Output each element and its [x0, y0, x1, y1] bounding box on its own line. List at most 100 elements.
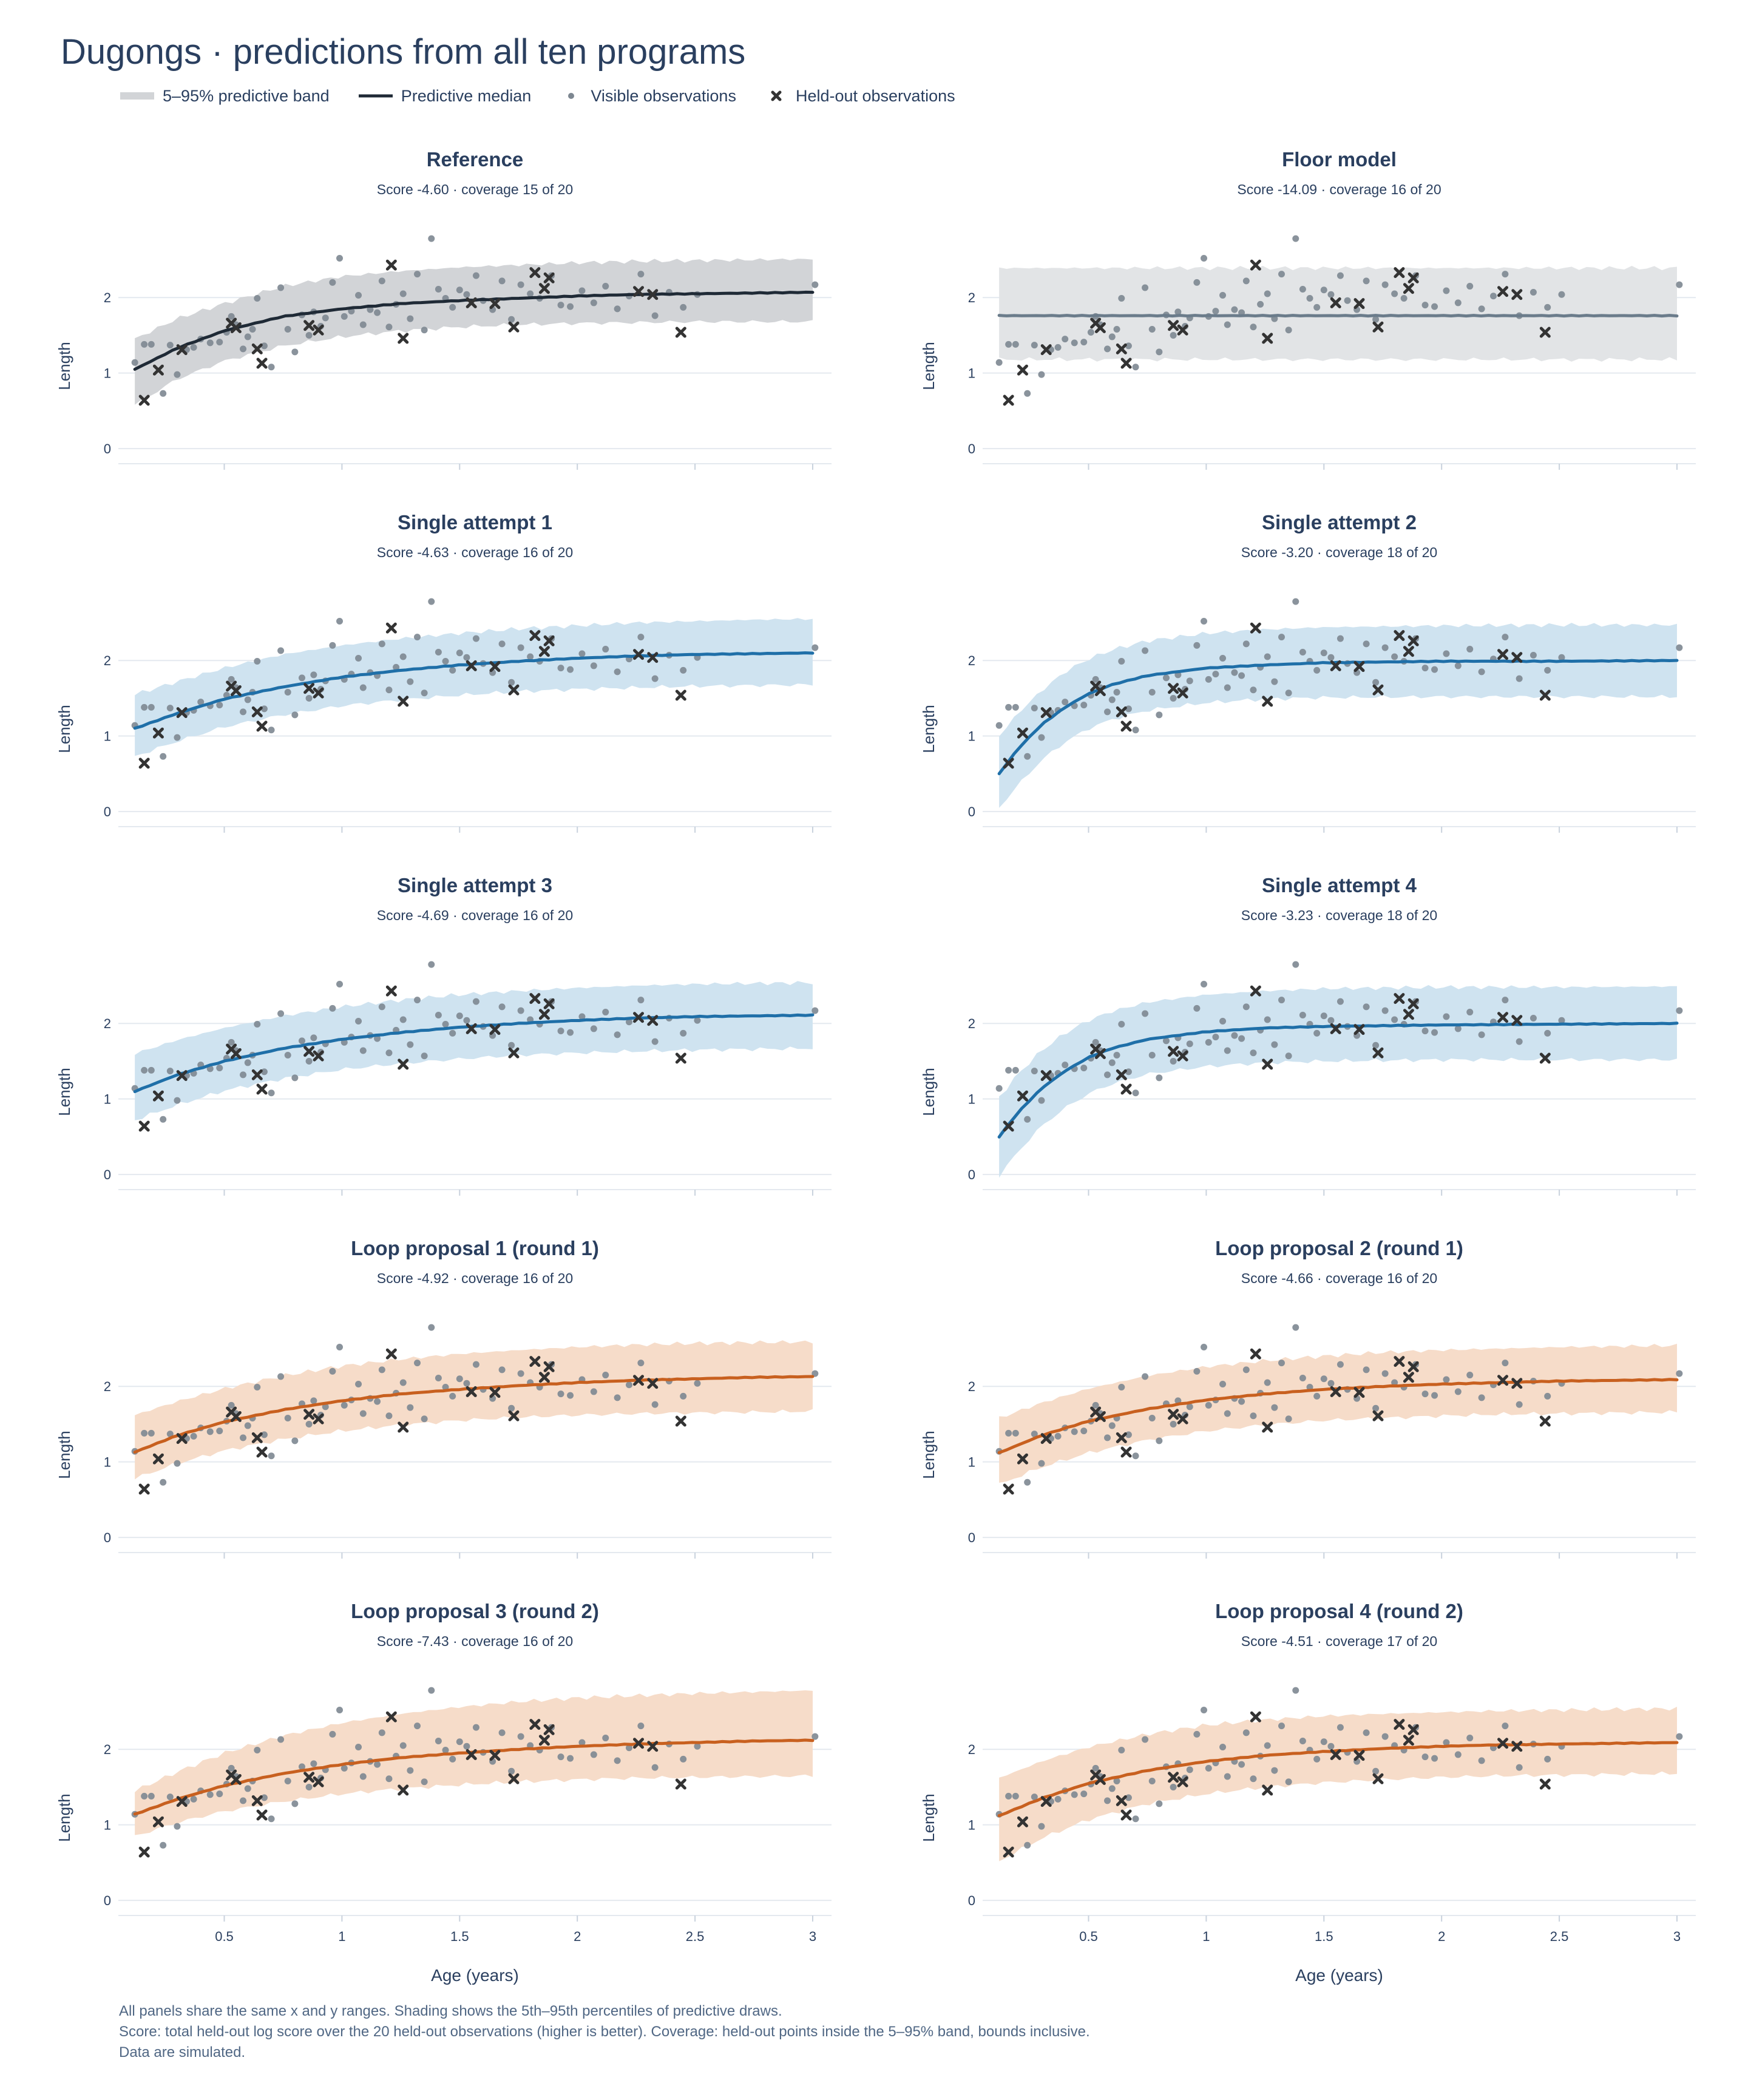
heldout-point — [1372, 321, 1384, 333]
visible-point — [456, 1375, 463, 1383]
visible-point — [1031, 1068, 1038, 1075]
visible-point — [1544, 303, 1551, 311]
visible-point — [1092, 1038, 1099, 1046]
heldout-point — [1003, 1846, 1014, 1858]
visible-point — [1313, 666, 1321, 674]
heldout-point — [1408, 272, 1419, 283]
visible-point — [1381, 281, 1389, 288]
legend-item-heldout[interactable]: Held-out observations — [764, 87, 955, 106]
visible-point — [244, 696, 251, 703]
visible-point — [1381, 1370, 1389, 1377]
panel-title: Reference — [427, 148, 524, 171]
visible-point — [1320, 1012, 1327, 1020]
visible-point — [174, 1097, 181, 1104]
visible-point — [1219, 1743, 1227, 1750]
visible-point — [1092, 1401, 1099, 1409]
visible-point — [1104, 345, 1111, 353]
heldout-point — [256, 720, 268, 732]
x-tick-label: 0.5 — [215, 1929, 234, 1944]
heldout-point — [489, 1750, 501, 1761]
visible-point — [1544, 1755, 1551, 1763]
visible-point — [1271, 1041, 1278, 1048]
legend-item-median[interactable]: Predictive median — [357, 87, 531, 106]
legend-item-visible[interactable]: Visible observations — [559, 87, 736, 106]
y-tick-label: 1 — [968, 1092, 975, 1107]
predictive-band — [999, 1706, 1677, 1861]
visible-point — [197, 699, 205, 706]
y-tick-label: 0 — [968, 1167, 975, 1182]
visible-point — [1142, 647, 1149, 654]
heldout-point — [1394, 993, 1405, 1004]
y-tick-label: 0 — [104, 1167, 111, 1182]
visible-point — [1224, 1047, 1231, 1054]
visible-point — [1012, 340, 1019, 348]
y-axis-label: Length — [920, 1068, 938, 1116]
visible-point — [1118, 1020, 1125, 1028]
visible-point — [1062, 336, 1069, 343]
visible-point — [340, 1401, 348, 1409]
visible-point — [435, 1375, 442, 1382]
visible-point — [374, 1398, 381, 1405]
heldout-point — [1120, 357, 1132, 369]
visible-point — [1344, 297, 1351, 304]
y-tick-label: 0 — [104, 441, 111, 456]
visible-point — [1285, 1415, 1292, 1423]
visible-point — [508, 1042, 515, 1049]
visible-point — [1502, 1360, 1509, 1367]
visible-point — [637, 1722, 645, 1730]
visible-point — [355, 654, 362, 662]
heldout-point — [1262, 696, 1273, 707]
heldout-point — [1330, 1749, 1341, 1760]
visible-point — [1219, 654, 1227, 662]
visible-point — [680, 1755, 687, 1763]
heldout-point — [647, 1015, 659, 1026]
visible-point — [1201, 618, 1208, 625]
heldout-point — [1177, 1776, 1188, 1787]
heldout-point — [1116, 343, 1127, 354]
visible-point — [240, 1797, 247, 1804]
visible-point — [260, 1794, 268, 1801]
visible-point — [291, 1800, 299, 1807]
predictive-band — [999, 1344, 1677, 1483]
visible-point — [1118, 294, 1125, 302]
visible-point — [1443, 287, 1450, 294]
visible-point — [1421, 302, 1429, 309]
heldout-point — [385, 622, 397, 634]
visible-point — [141, 340, 148, 348]
visible-point — [428, 1324, 435, 1331]
visible-point — [421, 1778, 428, 1786]
visible-point — [1264, 653, 1271, 660]
heldout-point — [385, 1348, 397, 1360]
visible-point — [284, 688, 291, 696]
visible-point — [442, 1020, 449, 1028]
visible-point — [340, 1764, 348, 1772]
visible-point — [626, 1744, 633, 1752]
predictive-band — [135, 981, 813, 1120]
visible-point — [1466, 1372, 1474, 1379]
heldout-point — [1330, 297, 1341, 308]
visible-point — [174, 734, 181, 741]
visible-point — [1443, 1376, 1450, 1383]
panel-subtitle: Score -4.92 · coverage 16 of 20 — [377, 1270, 573, 1286]
x-tick-label: 1.5 — [450, 1929, 469, 1944]
visible-point — [1391, 1016, 1398, 1023]
heldout-point — [256, 357, 268, 369]
heldout-point — [1177, 1413, 1188, 1424]
heldout-point — [1250, 622, 1261, 634]
visible-point — [160, 1478, 167, 1486]
legend-item-band[interactable]: 5–95% predictive band — [119, 87, 330, 106]
visible-point — [1250, 323, 1257, 331]
visible-point — [1502, 271, 1509, 278]
heldout-point — [1394, 630, 1405, 642]
heldout-point — [1120, 720, 1132, 732]
visible-point — [1132, 727, 1139, 734]
visible-point — [463, 1743, 470, 1750]
visible-point — [160, 1116, 167, 1123]
visible-point — [298, 1037, 305, 1045]
visible-point — [1313, 1029, 1321, 1037]
visible-point — [1372, 1042, 1380, 1049]
visible-point — [190, 344, 197, 351]
heldout-point — [1120, 1083, 1132, 1095]
visible-point — [463, 1017, 470, 1024]
visible-point — [1391, 653, 1398, 660]
